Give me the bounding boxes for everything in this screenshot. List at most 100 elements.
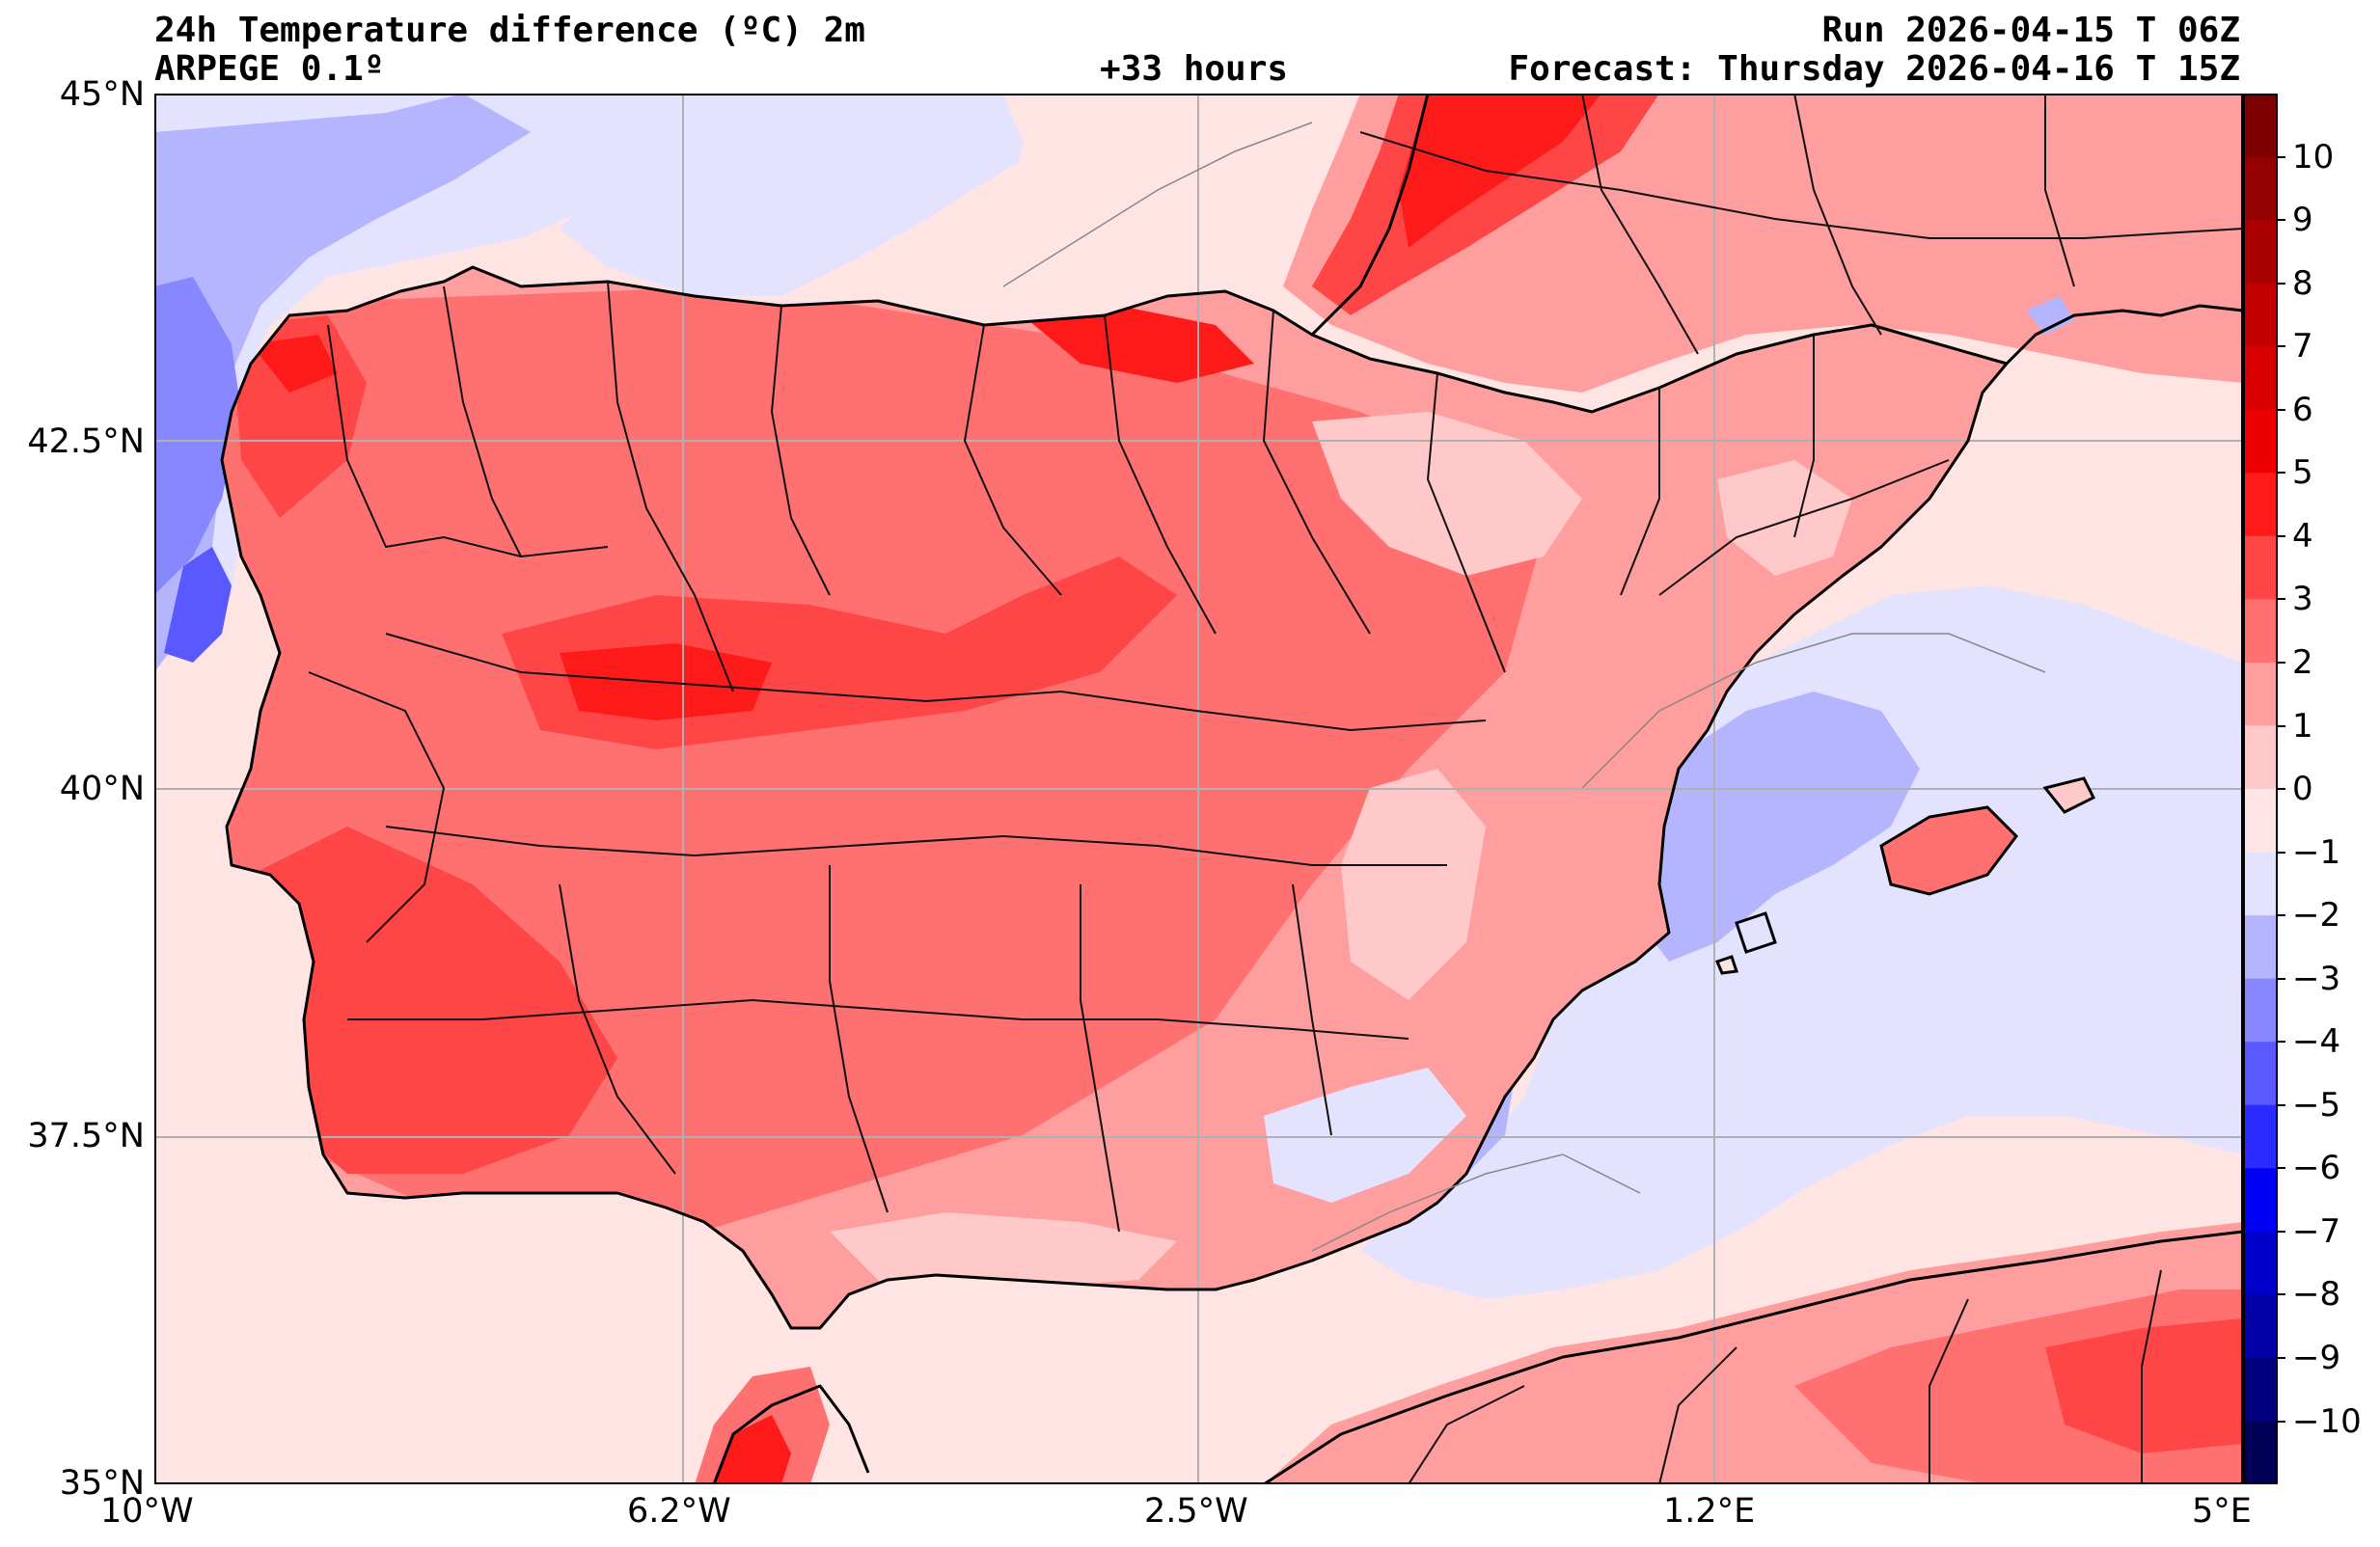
atlantic-cold-core	[154, 277, 241, 595]
colorbar-tick-label: −5	[2292, 1085, 2341, 1125]
colorbar-tick	[2278, 1041, 2285, 1044]
france-hot-zone	[1312, 94, 1659, 315]
colorbar-tick	[2278, 1420, 2285, 1423]
colorbar-tick	[2278, 1230, 2285, 1233]
colorbar-band	[2243, 1168, 2278, 1233]
colorbar-tick	[2278, 598, 2285, 601]
colorbar-band	[2243, 978, 2278, 1043]
colorbar-band	[2243, 94, 2278, 158]
colorbar-band	[2243, 1104, 2278, 1169]
colorbar-tick-label: −3	[2292, 959, 2341, 998]
biscay-neutral-zone	[945, 94, 1360, 301]
lat-label-37-5n: 37.5°N	[27, 1117, 145, 1155]
colorbar-band	[2243, 725, 2278, 790]
lat-label-40n: 40°N	[59, 770, 145, 808]
colorbar-band	[2243, 409, 2278, 474]
colorbar-tick-label: −10	[2292, 1401, 2362, 1441]
colorbar-tick-label: −7	[2292, 1211, 2341, 1251]
iberia-light-south	[830, 1212, 1177, 1289]
lat-label-45n: 45°N	[59, 75, 145, 114]
lon-label-6-2w: 6.2°W	[627, 1492, 731, 1531]
colorbar-tick	[2278, 724, 2285, 727]
gulf-lion-cool-spot	[2026, 296, 2074, 335]
colorbar-band	[2243, 346, 2278, 411]
iberia-light-catalonia	[1717, 460, 1852, 576]
run-label: Run 2026-04-15 T 06Z	[1821, 11, 2240, 50]
chart-title: 24h Temperature difference (ºC) 2m	[154, 11, 865, 50]
colorbar-tick	[2278, 219, 2285, 222]
colorbar-tick	[2278, 788, 2285, 790]
mediterranean-cool-zone	[1360, 585, 2243, 1299]
colorbar-tick-label: 5	[2292, 453, 2313, 493]
colorbar-tick	[2278, 661, 2285, 664]
colorbar-tick	[2278, 1167, 2285, 1170]
colorbar-tick-label: −2	[2292, 896, 2341, 936]
colorbar-band	[2243, 283, 2278, 347]
atlantic-cooler-zone	[154, 94, 531, 672]
graticule	[154, 94, 2243, 1484]
colorbar-tick	[2278, 155, 2285, 158]
colorbar-tick-label: 8	[2292, 263, 2313, 303]
france-hotter-zone	[1399, 94, 1601, 248]
lat-label-35n: 35°N	[59, 1464, 145, 1503]
colorbar-band	[2243, 915, 2278, 980]
colorbar-band	[2243, 662, 2278, 727]
colorbar-band	[2243, 156, 2278, 221]
colorbar-tick	[2278, 1356, 2285, 1359]
colorbar-tick-label: 2	[2292, 642, 2313, 682]
colorbar-band	[2243, 1357, 2278, 1423]
colorbar-tick	[2278, 534, 2285, 537]
colorbar-tick	[2278, 408, 2285, 411]
province-borders	[308, 94, 2243, 1484]
colorbar-band	[2243, 852, 2278, 916]
colorbar-band	[2243, 473, 2278, 537]
colorbar-tick	[2278, 851, 2285, 854]
temperature-difference-map	[154, 94, 2243, 1484]
iberia-cool-murcia	[1264, 1068, 1466, 1203]
colorbar-band	[2243, 1421, 2278, 1484]
lon-label-10w: 10°W	[100, 1492, 194, 1531]
zero-contours	[1002, 122, 2046, 1252]
colorbar-tick-label: 7	[2292, 327, 2313, 366]
colorbar-tick-label: 3	[2292, 580, 2313, 619]
colorbar-tick-label: −8	[2292, 1275, 2341, 1315]
iberia-warm4-galicia	[251, 335, 338, 393]
colorbar	[2243, 94, 2278, 1484]
colorbar-band	[2243, 1294, 2278, 1359]
colorbar-tick	[2278, 1293, 2285, 1296]
colorbar-tick	[2278, 914, 2285, 917]
lead-time-label: +33 hours	[1100, 49, 1289, 89]
colorbar-tick-label: −1	[2292, 832, 2341, 872]
north-africa-hotter-zone	[2045, 1318, 2243, 1453]
iberia-light-coast-valencia	[1341, 769, 1486, 1000]
colorbar-tick-label: 0	[2292, 770, 2313, 808]
coastline	[220, 94, 2243, 1484]
colorbar-tick-label: 6	[2292, 390, 2313, 429]
colorbar-tick-label: 4	[2292, 516, 2313, 556]
atlantic-cold-spot	[164, 547, 232, 663]
iberia-warm3-west	[232, 827, 617, 1174]
colorbar-tick-label: 9	[2292, 201, 2313, 240]
iberia-warm4-basque	[1023, 306, 1254, 383]
lat-label-42-5n: 42.5°N	[27, 422, 145, 461]
forecast-label: Forecast: Thursday 2026-04-16 T 15Z	[1508, 49, 2240, 89]
colorbar-band	[2243, 220, 2278, 285]
colorbar-band	[2243, 1042, 2278, 1106]
colorbar-tick-label: 10	[2292, 137, 2335, 176]
model-label: ARPEGE 0.1º	[154, 49, 385, 89]
lon-label-1-2e: 1.2°E	[1663, 1492, 1756, 1531]
balearic-cooler-zone	[1630, 692, 1920, 962]
colorbar-tick	[2278, 345, 2285, 348]
colorbar-tick-label: −9	[2292, 1338, 2341, 1377]
lon-label-5e: 5°E	[2192, 1492, 2252, 1531]
colorbar-tick	[2278, 977, 2285, 980]
colorbar-band	[2243, 1231, 2278, 1295]
lon-label-2-5w: 2.5°W	[1144, 1492, 1248, 1531]
colorbar-tick-label: 1	[2292, 706, 2313, 746]
colorbar-tick	[2278, 472, 2285, 475]
colorbar-tick-label: −6	[2292, 1149, 2341, 1188]
colorbar-tick	[2278, 1103, 2285, 1106]
alboran-neutral	[830, 1280, 1235, 1415]
colorbar-band	[2243, 599, 2278, 664]
iberia-light-ebro	[1312, 412, 1582, 576]
